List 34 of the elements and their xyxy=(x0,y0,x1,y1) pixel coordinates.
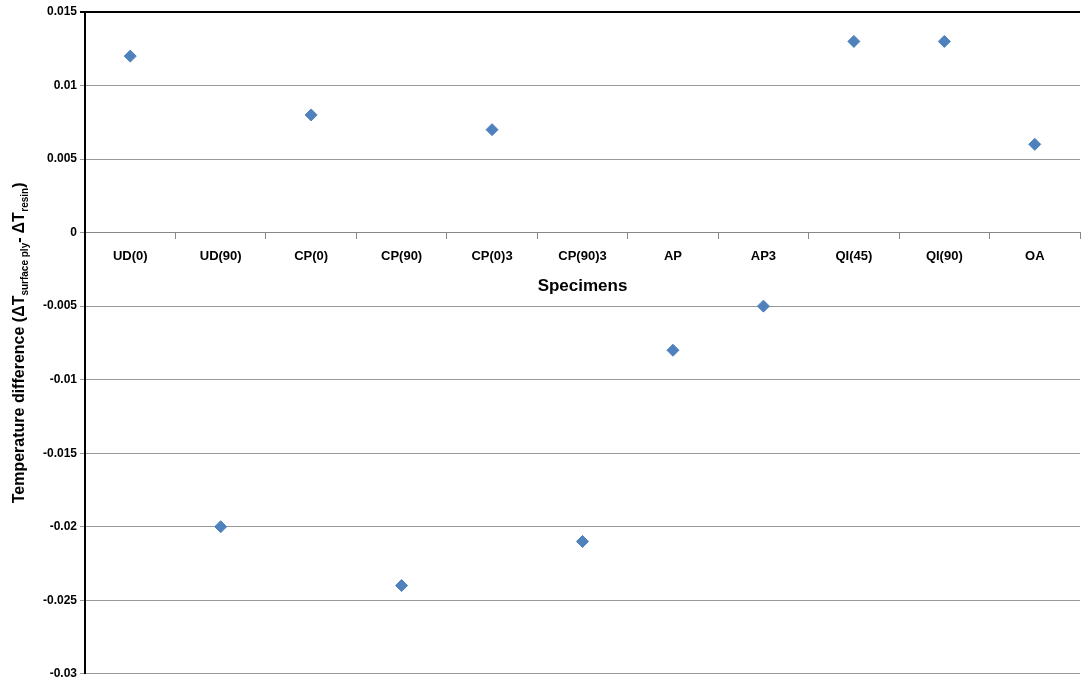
x-tick-label: AP xyxy=(663,247,683,263)
point xyxy=(666,343,680,357)
point xyxy=(937,34,951,48)
x-tick-label: CP(90)3 xyxy=(558,247,607,263)
y-tick-label: -0.02 xyxy=(49,519,78,534)
x-tick-label: OA xyxy=(1025,247,1046,263)
point xyxy=(214,520,228,534)
point xyxy=(847,34,861,48)
y-tick-label: -0.03 xyxy=(49,666,78,681)
y-tick-label: -0.025 xyxy=(42,592,78,607)
y-tick-label: -0.005 xyxy=(42,298,78,313)
y-tick-label: 0.005 xyxy=(46,151,78,166)
point xyxy=(304,108,318,122)
point xyxy=(576,534,590,548)
x-tick-label: UD(90) xyxy=(199,247,242,263)
x-tick-label: CP(0)3 xyxy=(471,247,513,263)
y-tick-label: 0 xyxy=(70,224,78,239)
y-tick-label: -0.01 xyxy=(49,371,78,386)
point xyxy=(1028,137,1042,151)
point xyxy=(123,49,137,63)
x-tick-label: QI(90) xyxy=(925,247,963,263)
y-tick-label: -0.015 xyxy=(42,445,78,460)
x-axis-title: Specimens xyxy=(537,276,628,296)
x-tick-label: UD(0) xyxy=(112,247,148,263)
point xyxy=(485,123,499,137)
x-tick-label: QI(45) xyxy=(835,247,873,263)
y-tick-label: 0.01 xyxy=(53,77,78,92)
point xyxy=(756,299,770,313)
y-axis-title: Temperature difference (ΔTsurface ply- ΔTresin) xyxy=(10,182,30,504)
y-tick-label: 0.015 xyxy=(46,4,78,19)
x-tick-label: CP(90) xyxy=(381,247,423,263)
x-tick-label: CP(0) xyxy=(294,247,329,263)
x-tick-label: AP3 xyxy=(750,247,777,263)
point xyxy=(395,579,409,593)
